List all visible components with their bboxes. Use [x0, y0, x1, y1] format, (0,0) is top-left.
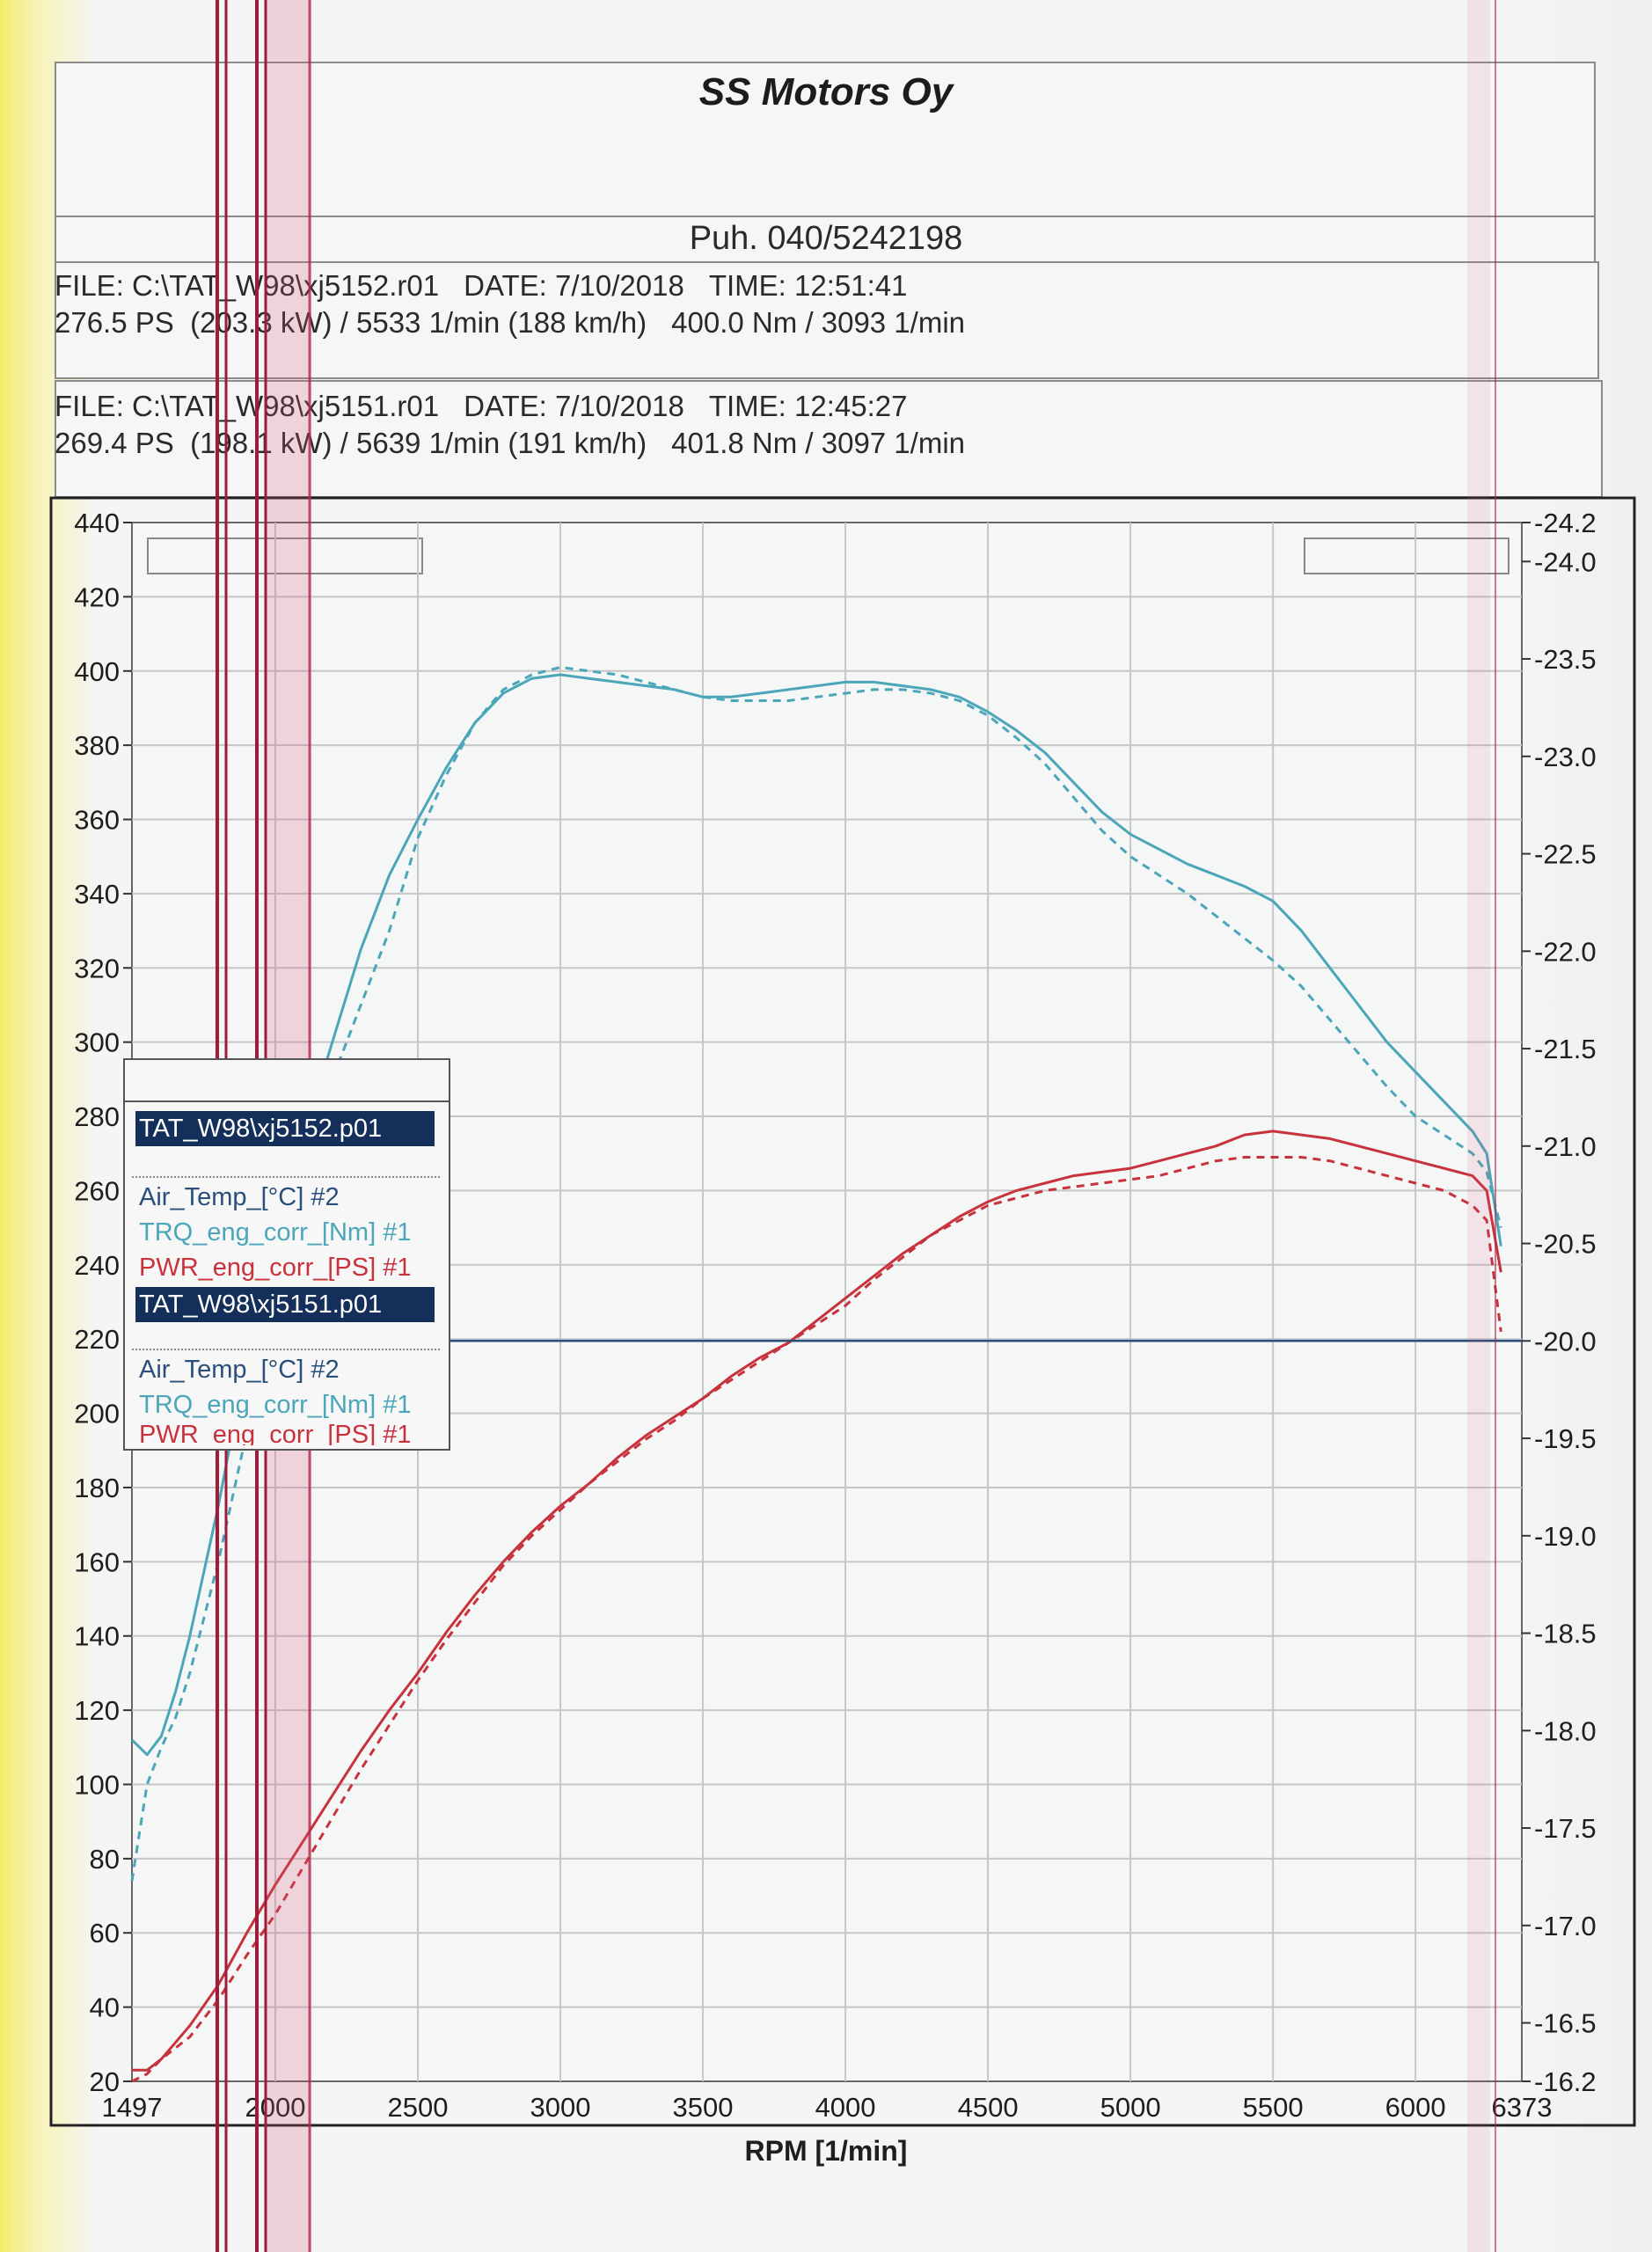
y2-tick-label: -19.0	[1534, 1521, 1597, 1552]
run2-file: FILE: C:\TAT_W98\xj5151.r01	[55, 390, 440, 422]
run1-file: FILE: C:\TAT_W98\xj5152.r01	[55, 269, 440, 302]
y-tick-label: 440	[74, 508, 120, 538]
y2-tick-label: -22.5	[1534, 839, 1597, 870]
series-line-2	[130, 666, 1502, 1882]
run2-result-line: 269.4 PS (198.1 kW) / 5639 1/min (191 km…	[55, 427, 990, 460]
x-axis-title: RPM [1/min]	[744, 2135, 908, 2167]
phone-number: Puh. 040/5242198	[689, 220, 963, 257]
y-tick-label: 380	[74, 730, 120, 761]
y-tick-label: 20	[90, 2066, 120, 2097]
x-tick-label: 3000	[530, 2092, 591, 2123]
run2-torque: 401.8 Nm / 3097 1/min	[671, 427, 966, 459]
y-tick-label: 180	[74, 1473, 120, 1503]
x-tick-label: 5500	[1243, 2092, 1304, 2123]
legend-file-2[interactable]: TAT_W98\xj5151.p01	[135, 1287, 435, 1322]
run2-file-line: FILE: C:\TAT_W98\xj5151.r01 DATE: 7/10/20…	[55, 390, 932, 423]
legend-power-1[interactable]: PWR_eng_corr_[PS] #1	[139, 1254, 412, 1282]
left-axis-ticks: 20 40 60 80 100 120 140 160 180 200 220 240 260 280 30…	[74, 508, 132, 2097]
run2-power: 269.4 PS (198.1 kW) / 5639 1/min (191 km…	[55, 427, 647, 459]
run2-date: DATE: 7/10/2018	[464, 390, 684, 422]
header-run1-box	[55, 261, 1599, 379]
x-tick-label: 4000	[815, 2092, 876, 2123]
print-artifact-stripe	[1467, 0, 1490, 2252]
x-axis-ticks: 1497 2000 2500 3000 3500 4000 4500 5000 5500 6000…	[102, 2092, 1553, 2123]
x-tick-label: 6000	[1385, 2092, 1446, 2123]
y-tick-label: 220	[74, 1324, 120, 1355]
legend-title-bar	[125, 1060, 449, 1102]
y-tick-label: 300	[74, 1027, 120, 1058]
series-line-4	[131, 1156, 1502, 2083]
legend-torque-2[interactable]: TRQ_eng_corr_[Nm] #1	[139, 1391, 412, 1419]
y2-tick-label: -23.5	[1534, 644, 1597, 675]
y-tick-label: 280	[74, 1101, 120, 1132]
run1-result-line: 276.5 PS (203.3 kW) / 5533 1/min (188 km…	[55, 306, 990, 340]
y2-tick-label: -20.0	[1534, 1326, 1597, 1356]
company-name: SS Motors Oy	[698, 70, 954, 113]
legend-air-temp-2[interactable]: Air_Temp_[°C] #2	[139, 1356, 340, 1384]
right-inner-box	[1304, 537, 1509, 574]
y2-tick-label: -24.0	[1534, 546, 1597, 577]
run1-time: TIME: 12:51:41	[708, 269, 908, 302]
y-tick-label: 160	[74, 1546, 120, 1577]
y2-tick-label: -16.2	[1534, 2066, 1597, 2097]
y-tick-label: 60	[90, 1918, 120, 1949]
y2-tick-label: -21.5	[1534, 1034, 1597, 1064]
y-tick-label: 40	[90, 1992, 120, 2023]
x-tick-label: 1497	[102, 2092, 163, 2123]
y-tick-label: 80	[90, 1844, 120, 1875]
right-axis-ticks: -24.2 -24.0 -23.5 -23.0 -22.5 -22.0 -21.5 -21.0…	[1522, 508, 1597, 2097]
y2-tick-label: -20.5	[1534, 1229, 1597, 1260]
y-tick-label: 120	[74, 1695, 120, 1726]
run2-time: TIME: 12:45:27	[708, 390, 908, 422]
run1-power: 276.5 PS (203.3 kW) / 5533 1/min (188 km…	[55, 306, 647, 339]
header-run2-box	[55, 380, 1603, 498]
left-inner-box	[147, 537, 423, 574]
y-tick-label: 100	[74, 1769, 120, 1800]
y2-tick-label: -23.0	[1534, 742, 1597, 772]
legend-power-2[interactable]: PWR_eng_corr_[PS] #1	[139, 1421, 412, 1445]
y-tick-label: 400	[74, 656, 120, 687]
x-tick-label: 4500	[958, 2092, 1019, 2123]
x-tick-label: 3500	[673, 2092, 734, 2123]
y-tick-label: 200	[74, 1399, 120, 1429]
y2-tick-label: -19.5	[1534, 1423, 1597, 1454]
y-tick-label: 340	[74, 879, 120, 910]
run1-file-line: FILE: C:\TAT_W98\xj5152.r01 DATE: 7/10/20…	[55, 269, 932, 303]
y-tick-label: 260	[74, 1175, 120, 1206]
run1-date: DATE: 7/10/2018	[464, 269, 684, 302]
legend-separator	[132, 1176, 440, 1178]
y-tick-label: 320	[74, 953, 120, 983]
y-tick-label: 420	[74, 581, 120, 612]
y-tick-label: 240	[74, 1250, 120, 1281]
x-tick-label: 5000	[1100, 2092, 1161, 2123]
y-tick-label: 140	[74, 1621, 120, 1652]
y2-tick-label: -17.0	[1534, 1911, 1597, 1941]
x-tick-label: 2500	[388, 2092, 449, 2123]
legend-file-1[interactable]: TAT_W98\xj5152.p01	[135, 1111, 435, 1146]
y2-tick-label: -18.0	[1534, 1715, 1597, 1746]
y2-tick-label: -17.5	[1534, 1813, 1597, 1844]
legend-box[interactable]: TAT_W98\xj5152.p01 Air_Temp_[°C] #2 TRQ_…	[123, 1058, 450, 1451]
series-line-3	[132, 1130, 1502, 2072]
legend-torque-1[interactable]: TRQ_eng_corr_[Nm] #1	[139, 1218, 412, 1247]
y2-tick-label: -16.5	[1534, 2008, 1597, 2039]
y2-tick-label: -22.0	[1534, 936, 1597, 967]
y-tick-label: 360	[74, 805, 120, 836]
run1-torque: 400.0 Nm / 3093 1/min	[671, 306, 966, 339]
header-title-box	[55, 62, 1596, 219]
y2-tick-label: -24.2	[1534, 508, 1597, 538]
x-tick-label: 6373	[1492, 2092, 1553, 2123]
y2-tick-label: -18.5	[1534, 1619, 1597, 1649]
y2-tick-label: -21.0	[1534, 1131, 1597, 1162]
chart-frame	[49, 496, 1636, 2127]
legend-air-temp-1[interactable]: Air_Temp_[°C] #2	[139, 1183, 340, 1211]
legend-separator	[132, 1349, 440, 1350]
